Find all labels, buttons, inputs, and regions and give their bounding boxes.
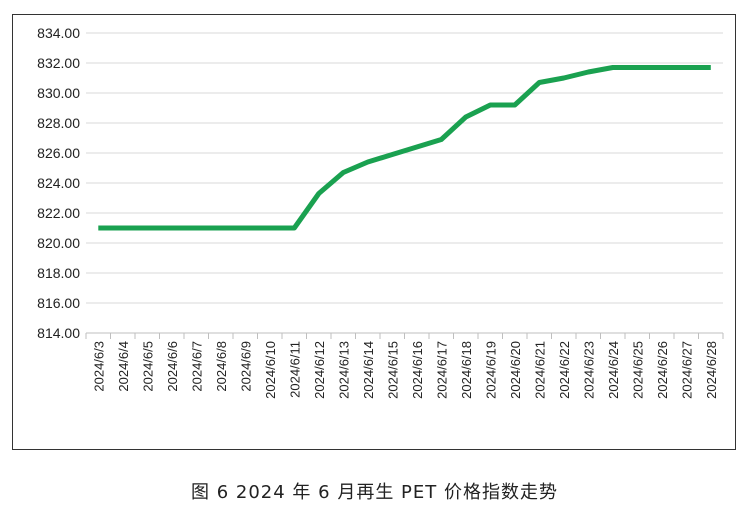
y-tick-label: 820.00 [37, 235, 80, 251]
x-tick-label: 2024/6/3 [91, 341, 106, 392]
x-tick-label: 2024/6/10 [263, 341, 278, 399]
x-tick-label: 2024/6/21 [532, 341, 547, 399]
y-tick-labels: 814.00 816.00 818.00 820.00 822.00 824.00 826.… [37, 25, 80, 341]
x-tick-label: 2024/6/20 [508, 341, 523, 399]
x-tick-label: 2024/6/8 [214, 341, 229, 392]
x-tick-label: 2024/6/26 [655, 341, 670, 399]
figure-frame: 814.00 816.00 818.00 820.00 822.00 824.00 826.… [12, 14, 736, 450]
figure-caption: 图 6 2024 年 6 月再生 PET 价格指数走势 [191, 482, 558, 503]
x-tick-label: 2024/6/25 [630, 341, 645, 399]
y-tick-label: 824.00 [37, 175, 80, 191]
line-chart: 814.00 816.00 818.00 820.00 822.00 824.00 826.… [37, 25, 724, 399]
y-tick-label: 832.00 [37, 55, 80, 71]
x-tick-labels: 2024/6/3 2024/6/4 2024/6/5 2024/6/6 2024/6/7… [91, 341, 719, 399]
x-tick-label: 2024/6/24 [606, 341, 621, 399]
x-tick-label: 2024/6/14 [361, 341, 376, 399]
x-tick-label: 2024/6/18 [459, 341, 474, 399]
x-tick-label: 2024/6/7 [189, 341, 204, 392]
y-tick-label: 828.00 [37, 115, 80, 131]
x-tick-label: 2024/6/19 [483, 341, 498, 399]
x-tick-label: 2024/6/27 [679, 341, 694, 399]
x-tick-label: 2024/6/15 [385, 341, 400, 399]
x-tick-label: 2024/6/12 [312, 341, 327, 399]
y-tick-label: 834.00 [37, 25, 80, 41]
y-tick-label: 816.00 [37, 295, 80, 311]
series-line [98, 65, 711, 231]
x-tick-label: 2024/6/13 [336, 341, 351, 399]
y-tick-label: 826.00 [37, 145, 80, 161]
x-tick-label: 2024/6/17 [434, 341, 449, 399]
x-tick-label: 2024/6/28 [704, 341, 719, 399]
x-tick-label: 2024/6/6 [165, 341, 180, 392]
y-tick-label: 818.00 [37, 265, 80, 281]
y-tick-label: 814.00 [37, 325, 80, 341]
axes [85, 332, 724, 339]
series-layer [98, 65, 711, 231]
x-tick-label: 2024/6/5 [140, 341, 155, 392]
x-tick-label: 2024/6/23 [581, 341, 596, 399]
y-tick-label: 830.00 [37, 85, 80, 101]
x-tick-label: 2024/6/16 [410, 341, 425, 399]
x-tick-label: 2024/6/22 [557, 341, 572, 399]
x-tick-label: 2024/6/4 [116, 341, 131, 392]
x-tick-label: 2024/6/9 [238, 341, 253, 392]
gridlines [86, 32, 723, 304]
x-tick-label: 2024/6/11 [287, 341, 302, 398]
y-tick-label: 822.00 [37, 205, 80, 221]
